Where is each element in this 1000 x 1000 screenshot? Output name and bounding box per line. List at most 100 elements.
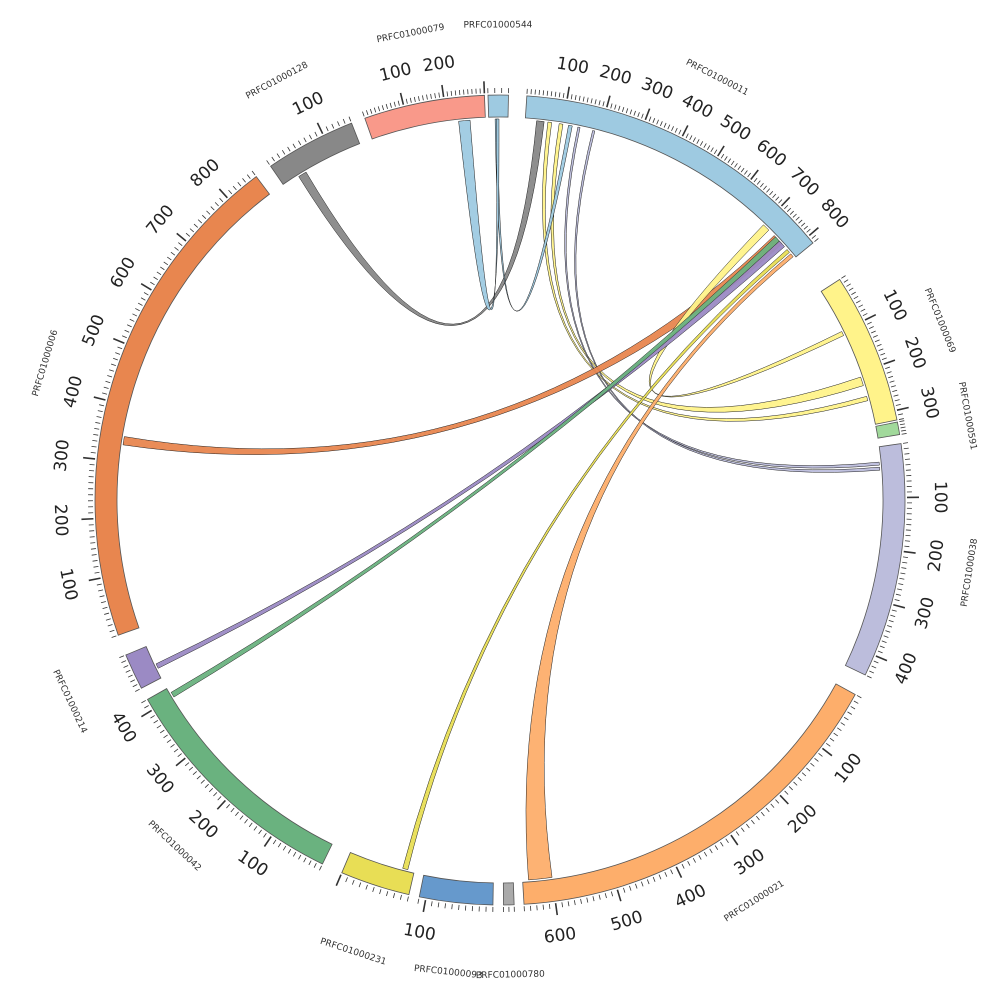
tick-mark	[389, 102, 392, 108]
tick-mark	[135, 308, 140, 312]
tick-mark	[213, 792, 218, 797]
tick-mark	[406, 896, 409, 902]
tick-mark	[308, 860, 312, 866]
ideogram-prfc01000021	[522, 683, 856, 905]
tick-mark	[747, 172, 751, 178]
tick-mark	[127, 674, 133, 678]
tick-label: 300	[911, 595, 939, 632]
contig-name: PRFC01000021	[723, 879, 787, 924]
tick-mark	[292, 851, 297, 857]
tick-mark	[735, 831, 740, 836]
tick-mark	[904, 540, 910, 542]
tick-mark	[105, 618, 111, 621]
tick-mark	[826, 743, 831, 747]
tick-mark	[862, 313, 868, 317]
tick-mark	[644, 108, 651, 121]
tick-mark	[282, 845, 287, 851]
tick-mark	[542, 904, 544, 910]
contig-name: PRFC01000231	[319, 937, 388, 968]
tick-mark	[851, 291, 856, 296]
tick-mark	[185, 232, 191, 237]
tick-mark	[678, 129, 682, 135]
tick-label: 400	[891, 650, 922, 688]
contig-name: PRFC01000780	[476, 970, 545, 982]
tick-mark	[878, 348, 884, 352]
tick-mark	[200, 779, 205, 784]
tick-mark	[90, 452, 96, 454]
tick-mark	[903, 550, 916, 554]
tick-mark	[109, 629, 115, 633]
tick-mark	[399, 894, 402, 900]
tick-mark	[277, 842, 282, 848]
tick-mark	[150, 281, 155, 286]
tick-mark	[709, 848, 713, 854]
tick-mark	[140, 283, 152, 291]
tick-label: 300	[142, 760, 178, 798]
tick-mark	[90, 548, 96, 550]
tick-mark	[629, 885, 632, 891]
tick-mark	[150, 715, 155, 719]
tick-mark	[561, 902, 564, 908]
tick-mark	[88, 577, 101, 582]
tick-mark	[189, 228, 195, 233]
tick-mark	[880, 352, 886, 356]
tick-mark	[756, 180, 761, 185]
tick-mark	[850, 706, 856, 710]
link-ribbon	[458, 118, 500, 311]
tick-label: 300	[51, 438, 74, 472]
contig-name: PRFC01000038	[960, 538, 980, 608]
tick-mark	[335, 874, 342, 887]
tick-mark	[740, 167, 745, 173]
tick-mark	[883, 635, 889, 638]
tick-mark	[369, 108, 373, 114]
tick-mark	[446, 91, 449, 97]
tick-mark	[692, 858, 696, 863]
tick-label: 100	[402, 920, 438, 946]
tick-mark	[616, 889, 622, 902]
ticks-prfc01000128	[266, 116, 352, 165]
link-ribbon	[402, 249, 790, 870]
tick-mark	[806, 767, 811, 772]
tick-mark	[801, 772, 807, 777]
tick-mark	[602, 101, 605, 107]
tick-label: 100	[555, 54, 590, 79]
tick-mark	[775, 799, 780, 804]
tick-mark	[592, 896, 595, 902]
tick-mark	[454, 90, 457, 96]
tick-mark	[550, 91, 553, 97]
tick-mark	[156, 271, 162, 276]
tick-label: 100	[289, 88, 327, 120]
tick-mark	[703, 851, 708, 857]
tick-mark	[780, 196, 791, 207]
tick-mark	[685, 133, 689, 139]
tick-mark	[271, 156, 275, 162]
tick-label: 100	[55, 567, 81, 603]
tick-mark	[808, 227, 819, 237]
tick-mark	[319, 865, 322, 871]
tick-mark	[667, 124, 671, 130]
tick-mark	[192, 771, 197, 776]
tick-mark	[899, 577, 905, 580]
tick-mark	[675, 866, 683, 878]
tick-mark	[141, 700, 146, 704]
tick-mark	[163, 261, 169, 266]
tick-mark	[746, 823, 750, 829]
tick-mark	[314, 131, 318, 137]
tick-mark	[316, 122, 324, 135]
tick-label: 100	[377, 59, 413, 86]
tick-label: 500	[608, 907, 645, 936]
tick-mark	[111, 635, 117, 638]
tick-label: 200	[184, 806, 221, 843]
tick-label: 700	[786, 164, 823, 201]
tick-mark	[298, 854, 302, 860]
tick-mark	[623, 887, 626, 893]
tick-mark	[140, 297, 146, 301]
tick-mark	[385, 103, 388, 109]
tick-mark	[379, 889, 382, 895]
tick-mark	[646, 879, 650, 885]
tick-mark	[894, 599, 900, 602]
tick-mark	[362, 111, 365, 117]
tick-mark	[153, 276, 158, 281]
tick-mark	[779, 794, 789, 805]
